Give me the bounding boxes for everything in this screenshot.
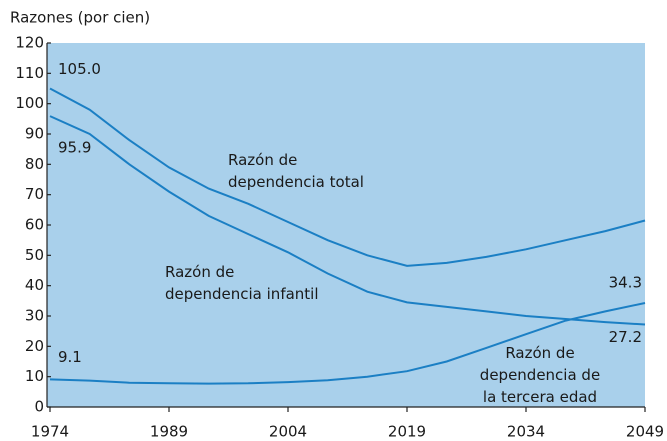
y-tick-label: 110 — [15, 64, 44, 82]
series-label: Razón de dependencia total — [228, 151, 364, 191]
y-tick-label: 0 — [34, 398, 44, 416]
y-tick-label: 50 — [25, 246, 44, 264]
y-tick-label: 100 — [15, 94, 44, 112]
y-tick-label: 70 — [25, 185, 44, 203]
value-label: 9.1 — [58, 348, 82, 366]
value-label: 27.2 — [609, 328, 642, 346]
plot-background — [47, 43, 645, 407]
x-tick-label: 2034 — [507, 423, 545, 441]
x-tick-label: 1989 — [150, 423, 188, 441]
x-tick-label: 2019 — [388, 423, 426, 441]
y-axis-label: Razones (por cien) — [10, 9, 150, 27]
line — [49, 87, 646, 267]
y-tick-label: 80 — [25, 155, 44, 173]
x-tick-label: 2004 — [269, 423, 307, 441]
y-tick-label: 120 — [15, 34, 44, 52]
series-label: Razón de dependencia de la tercera edad — [480, 344, 600, 406]
y-tick-label: 20 — [25, 337, 44, 355]
y-tick-label: 10 — [25, 367, 44, 385]
y-tick-label: 90 — [25, 125, 44, 143]
y-tick-label: 40 — [25, 276, 44, 294]
y-tick-label: 30 — [25, 307, 44, 325]
line — [49, 302, 646, 385]
value-label: 105.0 — [58, 60, 101, 78]
x-tick-label: 1974 — [31, 423, 69, 441]
y-tick-label: 60 — [25, 216, 44, 234]
value-label: 34.3 — [609, 273, 642, 291]
value-label: 95.9 — [58, 139, 91, 157]
series-label: Razón de dependencia infantil — [165, 263, 319, 303]
line — [49, 115, 646, 326]
x-tick-label: 2049 — [626, 423, 664, 441]
